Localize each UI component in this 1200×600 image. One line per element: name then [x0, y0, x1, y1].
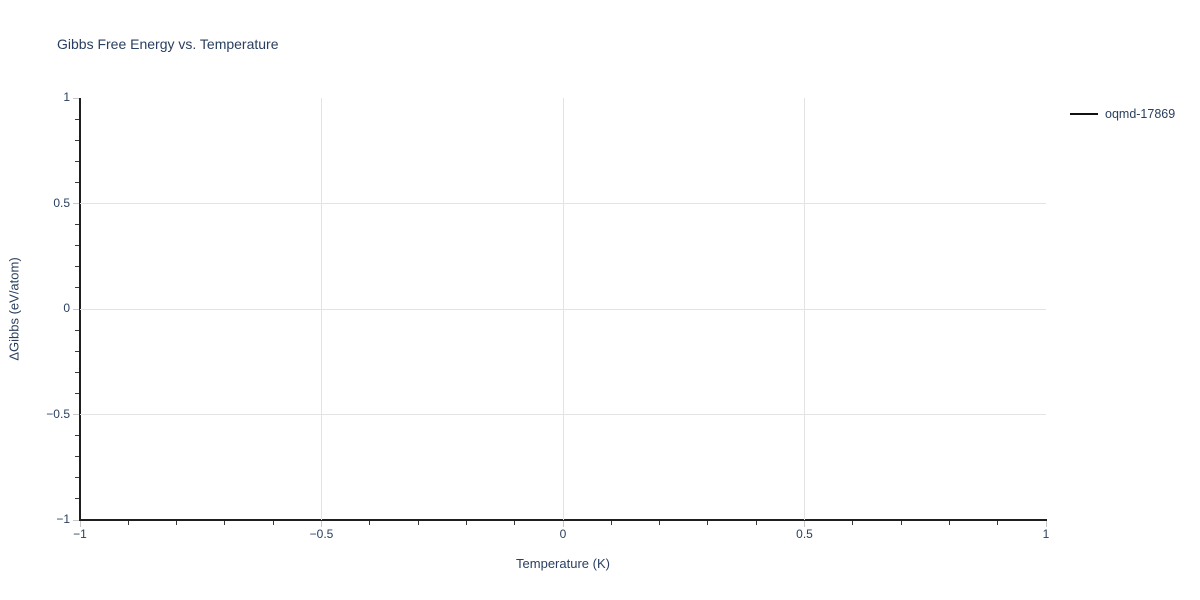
x-minor-tick: [900, 521, 902, 525]
x-minor-tick: [997, 521, 999, 525]
x-minor-tick: [948, 521, 950, 525]
x-major-tick: [562, 521, 564, 527]
x-minor-tick: [465, 521, 467, 525]
x-minor-tick: [176, 521, 178, 525]
y-minor-tick: [75, 329, 79, 331]
x-tick-label: 1: [1042, 527, 1050, 541]
y-minor-tick: [75, 498, 79, 500]
x-tick-label: 0.5: [796, 527, 813, 541]
y-minor-tick: [75, 139, 79, 141]
x-tick-label: −0.5: [309, 527, 334, 541]
y-tick-label: 0.5: [53, 195, 70, 210]
x-minor-tick: [852, 521, 854, 525]
x-minor-tick: [417, 521, 419, 525]
x-minor-tick: [610, 521, 612, 525]
y-gridline: [80, 203, 1046, 204]
legend-item-label: oqmd-17869: [1105, 107, 1176, 121]
y-minor-tick: [75, 266, 79, 268]
legend-item-oqmd-17869[interactable]: oqmd-17869: [1070, 106, 1175, 122]
x-minor-tick: [127, 521, 129, 525]
x-minor-tick: [514, 521, 516, 525]
y-minor-tick: [75, 224, 79, 226]
x-tick-label: −1: [73, 527, 87, 541]
y-minor-tick: [75, 350, 79, 352]
y-minor-tick: [75, 477, 79, 479]
y-major-tick: [73, 97, 79, 99]
y-tick-label: 0: [63, 301, 70, 315]
x-minor-tick: [272, 521, 274, 525]
y-minor-tick: [75, 118, 79, 120]
x-major-tick: [804, 521, 805, 527]
x-minor-tick: [707, 521, 709, 525]
x-major-tick: [79, 521, 81, 527]
x-major-tick: [1045, 521, 1047, 527]
y-minor-tick: [75, 181, 79, 183]
y-axis-line: [79, 98, 81, 521]
x-major-tick: [321, 521, 322, 527]
y-major-tick: [73, 414, 79, 415]
y-major-tick: [73, 203, 79, 204]
y-minor-tick: [75, 392, 79, 394]
legend: oqmd-17869: [1070, 106, 1175, 122]
y-minor-tick: [75, 456, 79, 458]
y-tick-label: −1: [56, 512, 70, 526]
x-minor-tick: [755, 521, 757, 525]
y-tick-label: 1: [63, 90, 70, 104]
chart-title: Gibbs Free Energy vs. Temperature: [57, 36, 279, 52]
y-gridline: [80, 308, 1046, 310]
y-major-tick: [73, 519, 79, 521]
legend-line-swatch-icon: [1070, 113, 1098, 115]
y-major-tick: [73, 308, 79, 310]
x-minor-tick: [659, 521, 661, 525]
y-minor-tick: [75, 435, 79, 437]
x-minor-tick: [369, 521, 371, 525]
x-minor-tick: [224, 521, 226, 525]
x-axis-title: Temperature (K): [516, 556, 610, 571]
y-minor-tick: [75, 371, 79, 373]
y-minor-tick: [75, 245, 79, 247]
y-minor-tick: [75, 160, 79, 162]
x-axis-line: [79, 519, 1047, 521]
y-gridline: [80, 414, 1046, 415]
y-minor-tick: [75, 287, 79, 289]
y-tick-label: −0.5: [46, 406, 70, 421]
x-tick-label: 0: [559, 527, 567, 541]
